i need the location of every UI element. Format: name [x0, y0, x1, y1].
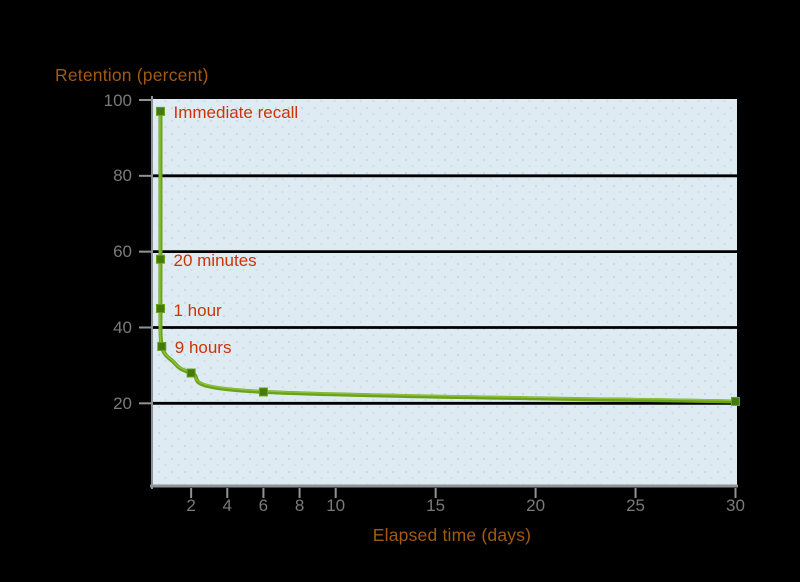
x-tick-label: 6 [258, 496, 269, 515]
x-tick-label: 15 [426, 496, 446, 515]
x-tick-label: 4 [222, 496, 232, 515]
x-tick-label: 20 [526, 496, 546, 515]
data-point-marker [258, 387, 268, 397]
data-point-marker [731, 396, 740, 406]
annotation-immediate-recall: Immediate recall [173, 103, 299, 123]
x-tick-label: 25 [626, 496, 645, 515]
data-point-marker [156, 254, 165, 264]
annotation-20-minutes: 20 minutes [173, 251, 257, 271]
x-tick-label: 2 [186, 496, 196, 515]
data-point-marker [156, 304, 165, 314]
data-point-marker [156, 106, 165, 116]
x-tick-label: 30 [726, 496, 745, 515]
x-tick-label: 8 [294, 496, 305, 515]
plot-area-texture [153, 99, 737, 485]
y-tick-label: 80 [113, 166, 132, 186]
annotation-9-hours: 9 hours [174, 338, 232, 358]
data-point-marker [157, 341, 167, 351]
x-axis-title: Elapsed time (days) [372, 525, 532, 545]
x-tick-label: 10 [326, 496, 346, 515]
y-tick-label: 20 [113, 393, 132, 413]
data-point-marker [186, 368, 196, 378]
y-tick-label: 100 [103, 90, 132, 110]
y-axis-title: Retention (percent) [55, 65, 209, 85]
y-tick-label: 60 [113, 242, 132, 262]
y-tick-label: 40 [113, 317, 132, 337]
annotation-1-hour: 1 hour [173, 300, 222, 320]
